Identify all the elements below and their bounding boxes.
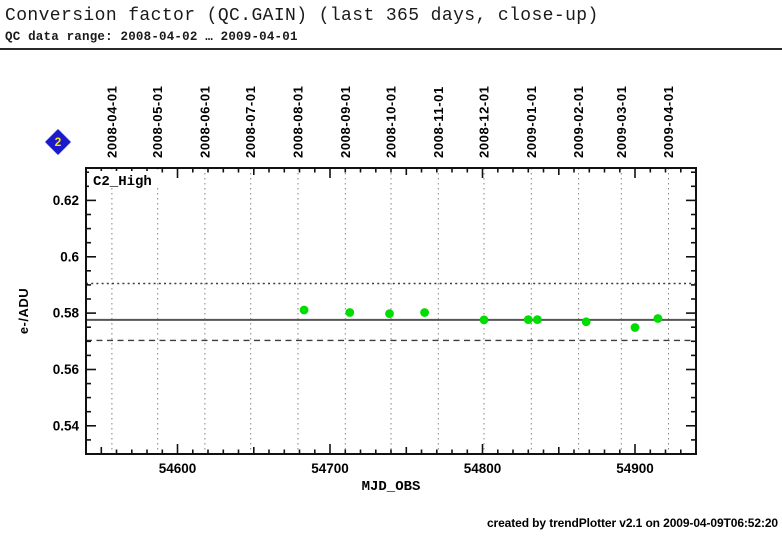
top-date-label: 2009-01-01 [524, 86, 539, 159]
data-point [581, 317, 591, 327]
x-tick-label: 54700 [311, 461, 349, 476]
data-point [523, 315, 533, 324]
top-date-label: 2009-02-01 [571, 86, 586, 159]
data-point [299, 305, 309, 315]
x-tick-label: 54900 [616, 461, 654, 476]
page-subtitle: QC data range: 2008-04-02 … 2009-04-01 [5, 30, 298, 44]
y-axis-title: e-/ADU [16, 288, 31, 334]
header-divider [0, 48, 782, 50]
top-date-label: 2009-04-01 [661, 86, 676, 159]
x-tick-label: 54600 [159, 461, 197, 476]
top-date-label: 2008-06-01 [197, 86, 212, 159]
top-date-label: 2008-05-01 [150, 86, 165, 159]
top-date-label: 2008-07-01 [243, 86, 258, 159]
x-axis-title: MJD_OBS [362, 479, 421, 495]
data-point [653, 314, 663, 323]
data-point [385, 309, 394, 319]
data-point [479, 315, 489, 325]
top-date-label: 2008-10-01 [384, 86, 399, 159]
top-date-label: 2008-09-01 [338, 86, 353, 159]
page-title: Conversion factor (QC.GAIN) (last 365 da… [5, 6, 599, 26]
y-tick-label: 0.6 [60, 249, 79, 264]
page-2-marker[interactable]: 2 [45, 129, 71, 155]
data-point [533, 315, 542, 324]
top-date-label: 2008-11-01 [431, 86, 446, 158]
page-marker-number: 2 [54, 135, 62, 149]
y-tick-label: 0.54 [53, 418, 80, 433]
y-tick-label: 0.58 [53, 306, 80, 321]
top-date-label: 2008-12-01 [477, 86, 492, 159]
footer-credit: created by trendPlotter v2.1 on 2009-04-… [486, 516, 778, 530]
plot-frame [85, 167, 697, 455]
series-label: C2_High [93, 174, 152, 190]
data-point [630, 323, 640, 332]
top-date-label: 2009-03-01 [614, 86, 629, 159]
data-point [420, 308, 429, 317]
x-tick-label: 54800 [464, 461, 502, 476]
y-tick-label: 0.56 [53, 362, 80, 377]
series-label-backing [89, 171, 159, 188]
data-point [345, 308, 355, 317]
top-date-label: 2008-08-01 [291, 86, 306, 159]
top-date-label: 2008-04-01 [104, 86, 119, 159]
y-tick-label: 0.62 [53, 193, 79, 208]
